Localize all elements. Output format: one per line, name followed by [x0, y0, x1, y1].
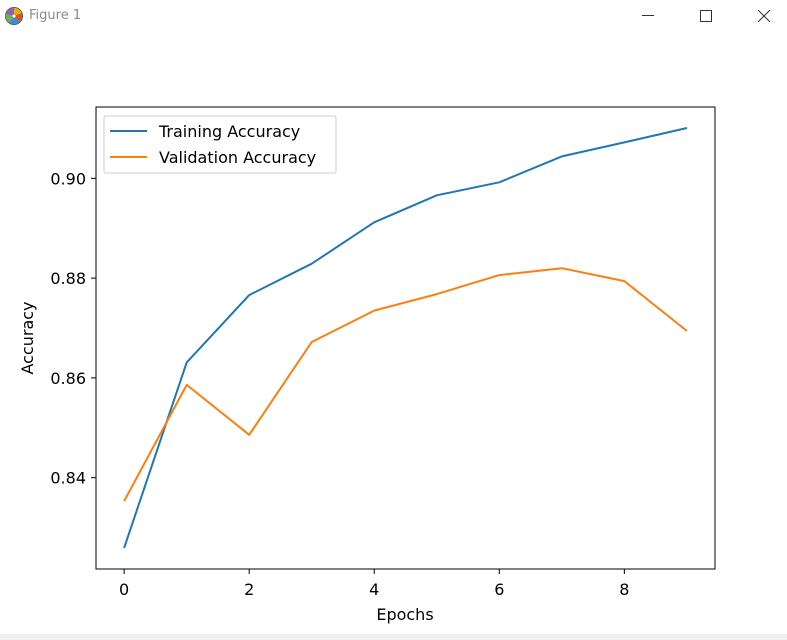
legend-label-training: Training Accuracy [158, 122, 300, 141]
x-tick-label: 8 [619, 580, 629, 599]
window-title: Figure 1 [29, 8, 82, 23]
maximize-button[interactable] [683, 0, 729, 32]
series-line-1 [123, 267, 688, 502]
legend-label-validation: Validation Accuracy [159, 148, 316, 167]
x-tick-label: 0 [119, 580, 129, 599]
plot-area: 0 2 4 6 8 0.84 0.86 0.88 0.90 Epochs Accuracy Tr… [0, 33, 787, 634]
status-bar [0, 634, 787, 640]
legend-box [103, 115, 337, 174]
series-line-0 [123, 127, 688, 549]
matplotlib-icon [5, 7, 23, 25]
maximize-icon [700, 10, 712, 22]
series-layer [123, 127, 688, 549]
y-tick-label: 0.84 [50, 469, 86, 488]
close-button[interactable] [741, 0, 787, 32]
y-axis-label: Accuracy [18, 301, 37, 374]
y-tick-label: 0.90 [50, 169, 86, 188]
legend: Training Accuracy Validation Accuracy [103, 115, 337, 174]
x-axis-label: Epochs [376, 605, 433, 624]
x-tick-label: 4 [369, 580, 379, 599]
y-tick-label: 0.88 [50, 269, 86, 288]
x-tick-label: 2 [244, 580, 254, 599]
close-icon [758, 10, 770, 22]
line-chart: 0 2 4 6 8 0.84 0.86 0.88 0.90 Epochs Accuracy Tr… [18, 106, 716, 624]
axes-frame [95, 106, 716, 570]
y-tick-label: 0.86 [50, 369, 86, 388]
minimize-icon [642, 15, 654, 16]
x-tick-label: 6 [494, 580, 504, 599]
title-bar[interactable]: Figure 1 [0, 0, 787, 33]
tick-layer: 0 2 4 6 8 0.84 0.86 0.88 0.90 [50, 169, 629, 599]
minimize-button[interactable] [625, 0, 671, 32]
